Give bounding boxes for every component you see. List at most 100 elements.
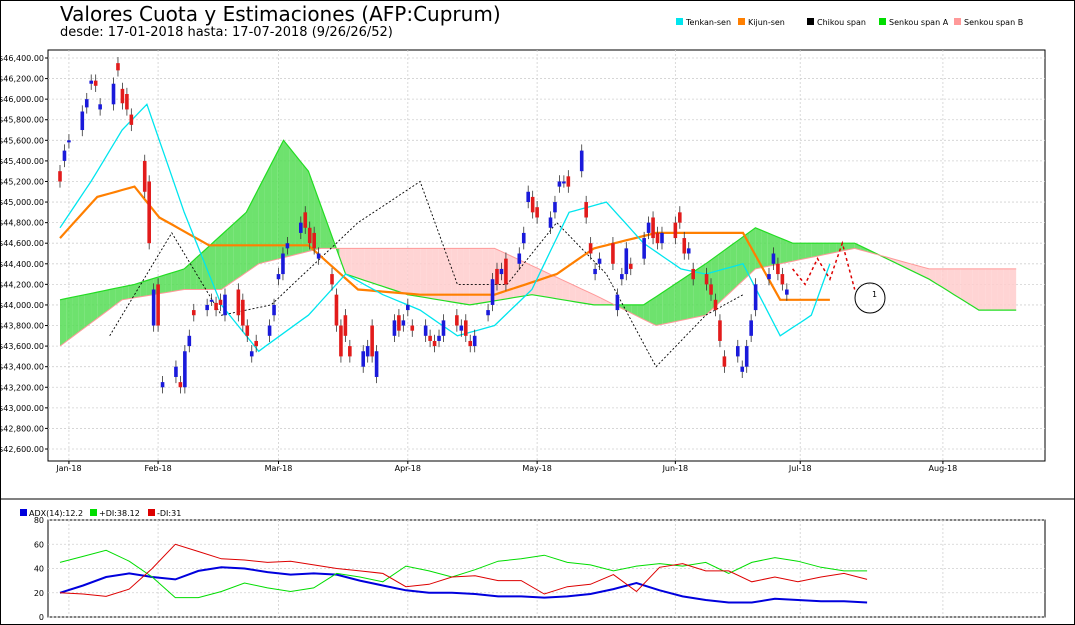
y-tick-label: $42,800.00 [0, 424, 44, 433]
indicator-y-tick-label: 0 [39, 613, 44, 622]
candle-body [254, 340, 258, 347]
candle-body [735, 346, 740, 357]
cloud-segment [954, 268, 961, 299]
cloud-segment [649, 296, 657, 326]
candle-body [312, 232, 316, 249]
candle-body [535, 207, 539, 218]
candle-body [709, 284, 713, 295]
cloud-segment [109, 288, 116, 310]
cloud-segment [351, 248, 359, 279]
cloud-segment [469, 248, 476, 305]
candle-body [660, 232, 664, 244]
y-tick-label: $46,200.00 [0, 75, 44, 84]
candle-body [343, 315, 348, 336]
tenkan-sen-line [59, 103, 831, 353]
candle-body [365, 346, 370, 357]
candle-body [241, 299, 245, 326]
candle-body [218, 299, 223, 305]
x-tick-label: May-18 [522, 464, 551, 473]
candle-body [93, 80, 98, 86]
candle-body [504, 258, 508, 285]
indicator-legend-swatch [90, 509, 97, 516]
annotation-label: 1 [872, 290, 877, 299]
candle-body [67, 140, 71, 143]
candle-body [566, 176, 571, 187]
candle-body [722, 356, 727, 367]
chart-subtitle: desde: 17-01-2018 hasta: 17-07-2018 (9/2… [60, 25, 393, 40]
y-tick-label: $43,400.00 [0, 363, 44, 372]
candle-body [80, 111, 85, 131]
y-tick-label: $45,000.00 [0, 198, 44, 207]
cloud-segment [78, 294, 85, 333]
cloud-segment [146, 278, 154, 296]
cloud-segment [233, 218, 241, 281]
cloud-segment [923, 267, 930, 280]
y-tick-label: $42,600.00 [0, 445, 44, 454]
cloud-segment [264, 164, 272, 263]
cloud-segment [128, 284, 135, 299]
candle-body [780, 274, 785, 285]
cloud-segment [556, 277, 563, 300]
cloud-segment [320, 205, 327, 249]
annotation-marker: 1 [854, 282, 886, 314]
candle-body [330, 274, 334, 285]
cloud-segment [960, 268, 967, 303]
cloud-segment [438, 248, 445, 301]
candle-body [624, 248, 629, 275]
cloud-segment [215, 234, 222, 290]
candle-body [642, 238, 646, 259]
cloud-segment [221, 229, 228, 290]
candle-body [267, 325, 272, 336]
chart-title: Valores Cuota y Estimaciones (AFP:Cuprum… [60, 2, 501, 26]
cloud-segment [364, 248, 371, 283]
candle-body [468, 340, 473, 347]
candle-body [303, 212, 308, 228]
cloud-segment [66, 297, 73, 342]
legend-swatch [954, 18, 961, 25]
x-tick-label: Jun-18 [662, 464, 689, 473]
cloud-segment [401, 248, 408, 295]
cloud-segment [190, 257, 197, 290]
cloud-segment [457, 248, 464, 304]
cloud-segment [774, 235, 781, 266]
y-tick-label: $44,600.00 [0, 239, 44, 248]
cloud-segment [345, 248, 352, 277]
candle-body [785, 289, 789, 295]
cloud-segment [525, 262, 532, 296]
candle-body [651, 217, 655, 239]
cloud-segment [184, 263, 191, 290]
candle-body [713, 299, 718, 311]
cloud-segment [761, 230, 768, 268]
candle-body [406, 304, 410, 311]
y-tick-label: $43,200.00 [0, 383, 44, 392]
candle-body [463, 320, 468, 336]
cloud-segment [382, 248, 390, 289]
candle-body [655, 232, 660, 244]
candle-body [160, 382, 165, 388]
cloud-segment [246, 200, 253, 273]
cloud-segment [177, 268, 185, 291]
candle-body [718, 320, 722, 341]
y-tick-label: $43,000.00 [0, 404, 44, 413]
candle-body [521, 232, 526, 244]
candle-body [771, 253, 776, 264]
cloud-segment [314, 188, 321, 250]
candle-body [151, 289, 156, 326]
cloud-segment [848, 243, 855, 250]
candle-body [174, 366, 178, 377]
candle-body [156, 284, 160, 326]
indicator-y-tick-label: 40 [34, 565, 44, 574]
senkou-span-b-line [59, 247, 1017, 347]
candle-body [646, 222, 651, 233]
cloud-segment [587, 291, 594, 305]
cloud-segment [432, 248, 439, 300]
indicator-y-tick-label: 20 [34, 589, 44, 598]
indicator-series-line [59, 543, 868, 597]
candle-body [517, 253, 522, 264]
candle-body [307, 227, 312, 244]
senkou-span-a-line [59, 139, 1017, 311]
cloud-segment [339, 248, 346, 275]
y-tick-label: $44,200.00 [0, 280, 44, 289]
cloud-segment [786, 240, 793, 263]
cloud-segment [407, 248, 414, 296]
